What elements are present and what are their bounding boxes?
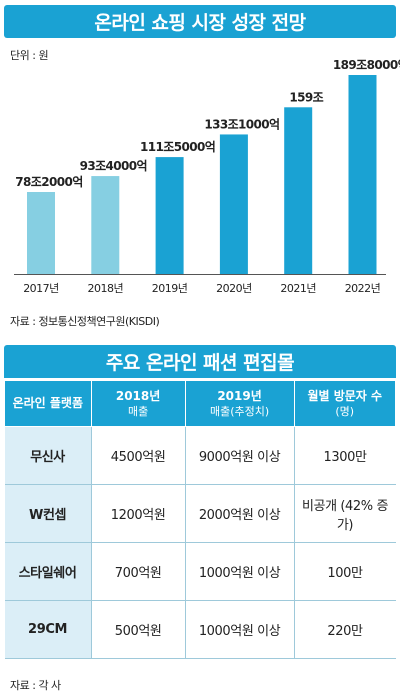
monthly-visitors: 100만 (294, 542, 396, 601)
sales-2019: 2000억원 이상 (185, 484, 295, 543)
chart-title: 온라인 쇼핑 시장 성장 전망 (4, 5, 396, 38)
x-tick-label: 2018년 (87, 282, 123, 295)
table-row: W컨셉 1200억원 2000억원 이상 비공개 (42% 증가) (4, 484, 396, 543)
platform-name: 무신사 (4, 426, 92, 485)
x-tick-label: 2021년 (280, 282, 316, 295)
sales-2018: 500억원 (91, 600, 186, 659)
data-label: 133조1000억 (204, 117, 279, 131)
table-row: 스타일쉐어 700억원 1000억원 이상 100만 (4, 542, 396, 601)
x-tick-label: 2017년 (23, 282, 59, 295)
bar-2019년 (155, 157, 184, 274)
platform-name: 29CM (4, 600, 92, 659)
monthly-visitors: 비공개 (42% 증가) (294, 484, 396, 543)
bar-2018년 (91, 176, 120, 274)
data-label: 78조2000억 (15, 175, 82, 189)
unit-label: 단위 : 원 (10, 49, 49, 62)
table-row: 무신사 4500억원 9000억원 이상 1300만 (4, 426, 396, 485)
data-label: 111조5000억 (140, 140, 215, 154)
platform-name: 스타일쉐어 (4, 542, 92, 601)
x-tick-label: 2022년 (345, 282, 381, 295)
bar-2020년 (219, 134, 248, 274)
monthly-visitors: 220만 (294, 600, 396, 659)
data-label: 159조 (289, 90, 323, 104)
growth-bar-chart: 78조2000억 2017년 93조4000억 2018년 111조5000억 2019년… (14, 58, 400, 295)
x-tick-label: 2019년 (152, 282, 188, 295)
chart-source: 자료 : 정보통신정책연구원(KISDI) (10, 315, 160, 328)
bar-2022년 (348, 75, 377, 274)
header-visitors: 월별 방문자 수 (명) (293, 380, 396, 427)
table-header-row: 온라인 플랫폼 2018년 매출 2019년 매출(추정치) 월별 방문자 수 (명) (4, 380, 396, 427)
x-tick-label: 2020년 (216, 282, 252, 295)
header-platform: 온라인 플랫폼 (4, 380, 92, 427)
sales-2018: 4500억원 (91, 426, 186, 485)
sales-2019: 1000억원 이상 (185, 600, 295, 659)
table-source: 자료 : 각 사 (10, 679, 61, 692)
table-title: 주요 온라인 패션 편집몰 (4, 345, 396, 378)
header-2018: 2018년 매출 (90, 380, 186, 427)
sales-2019: 9000억원 이상 (185, 426, 295, 485)
data-label: 93조4000억 (80, 159, 147, 173)
table-row: 29CM 500억원 1000억원 이상 220만 (4, 600, 396, 659)
bar-2017년 (27, 192, 55, 274)
platform-name: W컨셉 (4, 484, 92, 543)
monthly-visitors: 1300만 (294, 426, 396, 485)
header-2019: 2019년 매출(추정치) (184, 380, 295, 427)
fashion-platform-table: 온라인 플랫폼 2018년 매출 2019년 매출(추정치) 월별 방문자 수 (명)… (4, 380, 396, 659)
sales-2018: 700억원 (91, 542, 186, 601)
data-label: 189조8000억 (333, 58, 400, 72)
sales-2019: 1000억원 이상 (185, 542, 295, 601)
sales-2018: 1200억원 (91, 484, 186, 543)
bar-2021년 (284, 107, 313, 274)
